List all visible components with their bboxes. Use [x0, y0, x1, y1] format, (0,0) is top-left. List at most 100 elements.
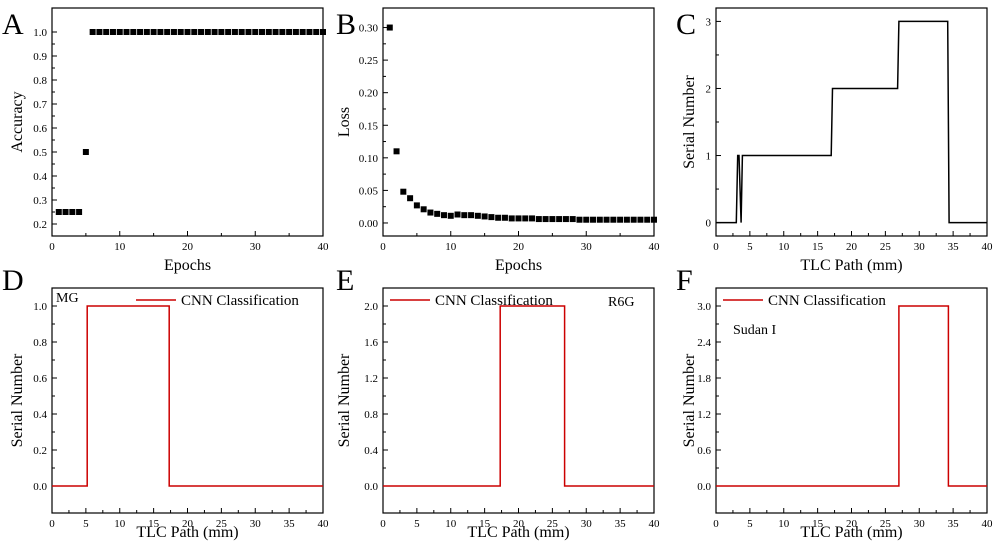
y-tick-label: 0.2 — [33, 445, 47, 457]
data-point — [170, 29, 177, 35]
x-tick-label: 40 — [318, 518, 330, 530]
data-point — [184, 29, 191, 35]
y-tick-label: 0.3 — [33, 195, 47, 207]
x-tick-label: 0 — [713, 241, 719, 253]
panel-letter: C — [676, 8, 696, 41]
annotation-label: MG — [56, 291, 79, 306]
x-tick-label: 40 — [982, 241, 994, 253]
data-point — [265, 29, 272, 35]
data-point — [440, 212, 447, 219]
x-tick-label: 5 — [747, 241, 753, 253]
data-point — [576, 216, 583, 223]
y-axis-title: Serial Number — [681, 74, 698, 168]
data-point — [55, 209, 62, 215]
y-tick-label: 0.20 — [359, 88, 379, 100]
data-point — [637, 216, 644, 223]
data-point — [617, 216, 624, 223]
data-point — [488, 214, 495, 221]
data-point — [211, 29, 218, 35]
data-point — [313, 29, 320, 35]
y-tick-label: 0.8 — [33, 75, 47, 87]
data-point — [191, 29, 198, 35]
y-axis-title: Serial Number — [681, 353, 698, 447]
data-point — [137, 29, 144, 35]
annotation-label: R6G — [608, 295, 634, 310]
plot-frame — [382, 7, 655, 237]
y-tick-label: 0.7 — [33, 99, 47, 111]
data-point — [407, 195, 414, 202]
y-axis-title: Serial Number — [9, 353, 26, 447]
x-tick-label: 25 — [880, 518, 892, 530]
x-tick-label: 5 — [747, 518, 753, 530]
x-tick-label: 10 — [445, 518, 457, 530]
data-point — [603, 216, 610, 223]
panel-letter: D — [2, 264, 24, 297]
x-tick-label: 15 — [812, 518, 824, 530]
x-tick-label: 15 — [148, 518, 160, 530]
data-point — [259, 29, 266, 35]
plot-frame — [51, 7, 324, 237]
data-point — [143, 29, 150, 35]
y-tick-label: 0.4 — [33, 409, 47, 421]
data-point — [590, 216, 597, 223]
y-tick-label: 0.10 — [359, 153, 379, 165]
y-tick-label: 0.05 — [359, 185, 379, 197]
panel-f: F 0 5 10 15 20 25 30 35 40 0.0 0.6 1.2 1.8 2.4 3.0 TLC P… — [676, 264, 993, 541]
data-point — [623, 216, 630, 223]
x-axis-title: TLC Path (mm) — [467, 524, 569, 541]
x-tick-label: 10 — [778, 241, 790, 253]
data-point — [454, 211, 461, 218]
data-point — [130, 29, 137, 35]
annotation-label: Sudan I — [733, 323, 777, 338]
panel-letter: E — [336, 264, 354, 297]
x-tick-label: 30 — [914, 518, 926, 530]
data-point — [583, 216, 590, 223]
x-tick-label: 15 — [812, 241, 824, 253]
data-point — [82, 149, 89, 155]
x-axis-title: Epochs — [495, 257, 542, 274]
x-axis-title: TLC Path (mm) — [136, 524, 238, 541]
data-point — [109, 29, 116, 35]
panel-a: A 0 10 20 30 40 0.2 0.3 0.4 0.5 0.6 0.7 0.8 0.9 1.0 Epo… — [2, 7, 329, 274]
data-point — [522, 215, 529, 222]
x-tick-label: 20 — [846, 518, 858, 530]
data-point — [272, 29, 279, 35]
y-tick-label: 0.6 — [33, 373, 47, 385]
data-point — [481, 213, 488, 220]
panel-letter: A — [2, 8, 24, 41]
data-point — [238, 29, 245, 35]
x-tick-label: 5 — [414, 518, 420, 530]
data-point — [69, 209, 76, 215]
data-point — [393, 148, 400, 155]
data-point — [252, 29, 259, 35]
data-point — [96, 29, 103, 35]
x-axis-title: Epochs — [164, 257, 211, 274]
plot-frame — [51, 287, 324, 514]
data-point — [306, 29, 313, 35]
y-tick-label: 0.4 — [33, 171, 47, 183]
x-tick-label: 30 — [250, 241, 262, 253]
data-point — [299, 29, 306, 35]
y-tick-label: 0.9 — [33, 51, 47, 63]
data-point — [286, 29, 293, 35]
x-tick-label: 25 — [880, 241, 892, 253]
data-point — [535, 216, 542, 223]
data-point — [644, 216, 651, 223]
y-tick-label: 0.00 — [359, 218, 379, 230]
legend-label: CNN Classification — [181, 293, 299, 309]
y-tick-label: 0.4 — [364, 445, 378, 457]
series-line-cnn-classification — [383, 305, 654, 487]
data-point — [630, 216, 637, 223]
data-point — [116, 29, 123, 35]
data-point — [225, 29, 232, 35]
x-tick-label: 20 — [513, 241, 525, 253]
data-point — [474, 212, 481, 219]
x-tick-label: 40 — [649, 518, 661, 530]
y-tick-label: 0.0 — [697, 481, 711, 493]
x-tick-label: 0 — [49, 241, 55, 253]
x-tick-label: 10 — [114, 241, 126, 253]
y-tick-label: 3 — [706, 16, 712, 28]
data-point — [562, 216, 569, 223]
data-point — [386, 24, 393, 31]
